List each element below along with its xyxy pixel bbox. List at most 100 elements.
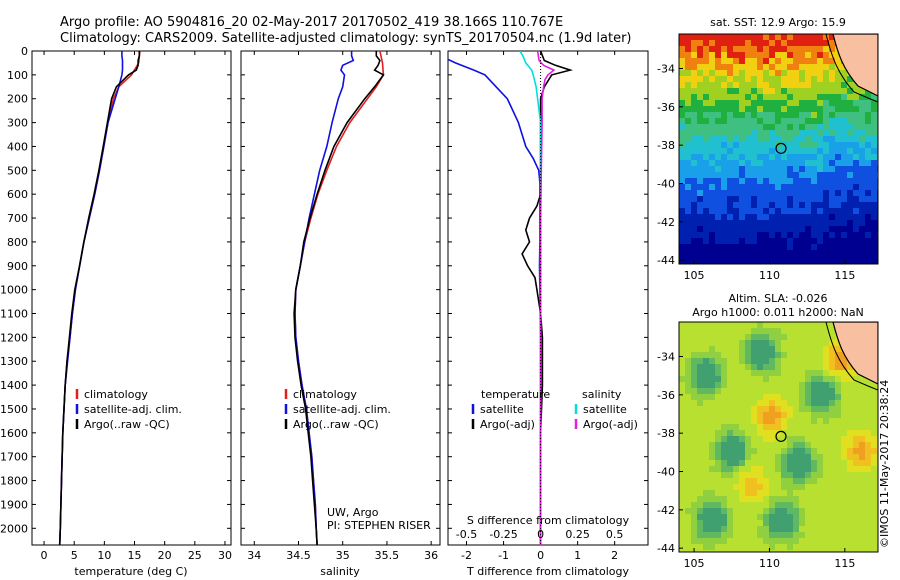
map-cell <box>733 100 740 107</box>
map-cell <box>775 358 782 365</box>
map-cell <box>847 544 854 551</box>
map-cell <box>691 370 698 377</box>
map-cell <box>751 358 758 365</box>
map-cell <box>685 472 692 479</box>
map-cell <box>787 64 794 71</box>
map-cell <box>703 46 710 53</box>
map-cell <box>829 400 836 407</box>
map-cell <box>853 400 860 407</box>
map-cell <box>721 496 728 503</box>
map-cell <box>835 340 842 347</box>
map-cell <box>757 358 764 365</box>
map-cell <box>817 118 824 125</box>
map-cell <box>745 118 752 125</box>
map-cell <box>847 364 854 371</box>
map-cell <box>841 358 848 365</box>
map-cell <box>691 100 698 107</box>
map-cell <box>859 424 866 431</box>
map-cell <box>679 400 686 407</box>
map-cell <box>805 40 812 47</box>
map-cell <box>805 244 812 251</box>
map-cell <box>691 538 698 545</box>
map-cell <box>733 190 740 197</box>
map-cell <box>769 220 776 227</box>
map-cell <box>841 436 848 443</box>
map-cell <box>811 442 818 449</box>
map-cell <box>727 454 734 461</box>
map-cell <box>811 328 818 335</box>
map-cell <box>715 34 722 41</box>
map-cell <box>799 508 806 515</box>
map-cell <box>709 526 716 533</box>
map-cell <box>697 394 704 401</box>
map-cell <box>745 430 752 437</box>
map-cell <box>709 34 716 41</box>
map-cell <box>859 448 866 455</box>
map-cell <box>793 124 800 131</box>
map-cell <box>757 544 764 551</box>
map-cell <box>817 466 824 473</box>
map-cell <box>871 550 878 552</box>
map-cell <box>733 394 740 401</box>
map-cell <box>721 490 728 497</box>
map-cell <box>805 262 812 264</box>
map-cell <box>715 358 722 365</box>
map-cell <box>715 256 722 263</box>
map-cell <box>739 46 746 53</box>
map-cell <box>679 382 686 389</box>
map-cell <box>787 508 794 515</box>
map-cell <box>739 472 746 479</box>
map-cell <box>721 130 728 137</box>
map-cell <box>763 370 770 377</box>
map-cell <box>721 178 728 185</box>
map-cell <box>745 208 752 215</box>
map-cell <box>853 388 860 395</box>
map-cell <box>697 406 704 413</box>
map-cell <box>703 154 710 161</box>
map-cell <box>811 202 818 209</box>
map-cell <box>823 460 830 467</box>
sst-map-coastline <box>825 34 878 103</box>
map-cell <box>709 64 716 71</box>
map-cell <box>787 364 794 371</box>
map-cell <box>805 256 812 263</box>
map-cell <box>697 436 704 443</box>
map-cell <box>829 358 836 365</box>
map-cell <box>757 262 764 264</box>
map-cell <box>811 478 818 485</box>
map-cell <box>793 352 800 359</box>
map-cell <box>781 322 788 329</box>
map-cell <box>709 424 716 431</box>
map-cell <box>859 376 866 383</box>
map-cell <box>871 106 878 113</box>
map-cell <box>811 58 818 65</box>
map-cell <box>793 472 800 479</box>
map-cell <box>823 82 830 89</box>
map-cell <box>763 532 770 539</box>
map-cell <box>859 88 866 95</box>
map-cell <box>871 124 878 131</box>
map-cell <box>835 544 842 551</box>
map-cell <box>805 460 812 467</box>
map-cell <box>763 394 770 401</box>
map-cell <box>817 406 824 413</box>
map-cell <box>811 346 818 353</box>
salinity-ticks: 34 34.5 35 35.5 36 <box>241 50 440 562</box>
map-cell <box>823 514 830 521</box>
map-cell <box>691 34 698 41</box>
map-cell <box>811 394 818 401</box>
map-cell <box>841 472 848 479</box>
map-cell <box>721 430 728 437</box>
map-cell <box>811 232 818 239</box>
map-cell <box>763 244 770 251</box>
map-cell <box>781 358 788 365</box>
map-cell <box>679 520 686 527</box>
map-cell <box>727 550 734 552</box>
map-cell <box>739 124 746 131</box>
map-cell <box>751 178 758 185</box>
map-cell <box>793 334 800 341</box>
map-cell <box>781 388 788 395</box>
map-cell <box>823 154 830 161</box>
map-cell <box>829 388 836 395</box>
map-cell <box>709 382 716 389</box>
